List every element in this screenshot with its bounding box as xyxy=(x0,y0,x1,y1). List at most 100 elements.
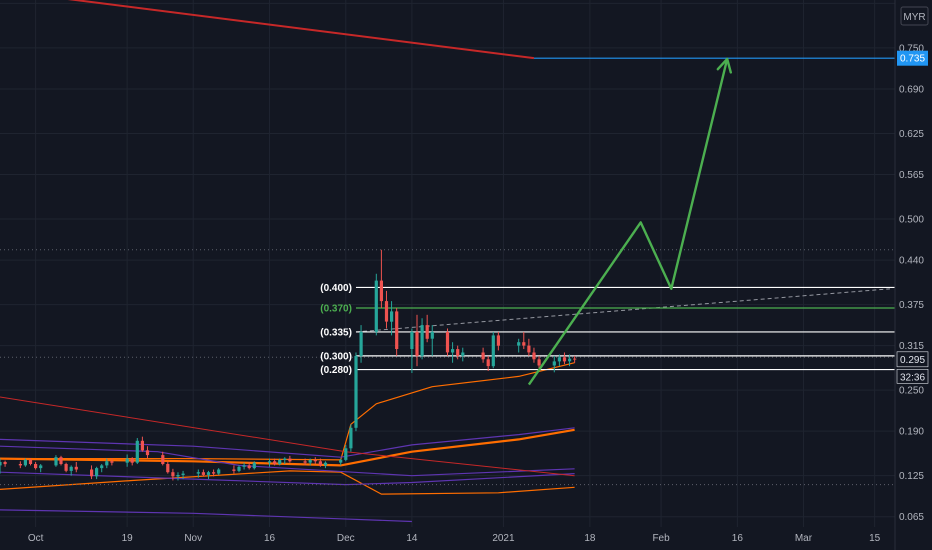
candle-body xyxy=(481,352,485,360)
time-tick-label: 16 xyxy=(264,533,276,544)
candle xyxy=(135,438,139,465)
candle xyxy=(379,249,383,308)
candle-body xyxy=(537,359,541,366)
candle-body xyxy=(171,472,175,477)
level-label: (0.300) xyxy=(320,351,352,362)
price-tick-label: 0.440 xyxy=(899,256,924,267)
candle xyxy=(456,345,460,360)
candle xyxy=(323,461,328,469)
candlesticks[interactable] xyxy=(0,249,577,481)
bar-countdown-label: 32:36 xyxy=(900,372,925,383)
candle-body xyxy=(359,331,363,356)
candle-body xyxy=(445,331,450,353)
candle-body xyxy=(420,325,424,356)
candle xyxy=(100,464,104,473)
price-tick-label: 0.190 xyxy=(899,427,924,438)
candle xyxy=(496,331,500,351)
candle xyxy=(125,454,129,467)
time-tick-label: 18 xyxy=(584,533,596,544)
candle xyxy=(196,469,200,478)
candle xyxy=(181,470,185,480)
candle-body xyxy=(318,461,322,466)
candle xyxy=(491,331,495,369)
forecast-arrow-head xyxy=(716,57,732,74)
candle-body xyxy=(568,358,572,362)
candle xyxy=(212,469,216,477)
candle xyxy=(166,461,170,474)
candle xyxy=(395,307,399,356)
price-tick-label: 0.500 xyxy=(899,215,924,226)
candle xyxy=(23,458,27,467)
candle xyxy=(90,465,94,480)
last-price-tag: 0.295 32:36 xyxy=(896,351,929,384)
candle xyxy=(110,458,114,466)
candle-body xyxy=(161,455,165,464)
forecast-arrow xyxy=(527,57,732,386)
candle xyxy=(420,318,424,360)
candle xyxy=(247,461,251,470)
red-trendline xyxy=(67,0,535,60)
candle-body xyxy=(573,358,577,360)
candle xyxy=(252,461,256,470)
time-axis[interactable]: Oct 19 Nov 16 Dec 14 2021 18 Feb 16 Mar 15 xyxy=(28,533,881,544)
candle-body xyxy=(74,466,78,470)
candle xyxy=(557,354,561,367)
candle-body xyxy=(95,468,99,477)
candle xyxy=(568,354,572,367)
chart-grid xyxy=(0,0,895,527)
currency-label: MYR xyxy=(903,12,925,23)
candle xyxy=(537,355,541,369)
indicator-line xyxy=(0,471,575,486)
candle-body xyxy=(288,458,292,462)
indicator-line xyxy=(0,427,575,458)
indicator-line xyxy=(0,445,575,477)
time-tick-label: 15 xyxy=(869,533,881,544)
level-label: (0.400) xyxy=(320,283,352,294)
candle xyxy=(64,462,68,473)
candle-body xyxy=(562,357,567,362)
candle xyxy=(527,338,531,356)
price-axis[interactable]: 0.065 0.125 0.190 0.250 0.315 0.375 0.440 0.500… xyxy=(894,0,932,550)
last-price-label: 0.295 xyxy=(900,355,925,366)
time-tick-label: 19 xyxy=(122,533,134,544)
candle xyxy=(171,468,175,481)
candle-body xyxy=(379,280,383,302)
candle-body xyxy=(354,355,358,428)
candle-body xyxy=(323,462,328,466)
candle xyxy=(39,464,43,473)
candle xyxy=(288,455,292,463)
candle-body xyxy=(451,349,455,353)
candle-body xyxy=(34,464,38,469)
candle-body xyxy=(140,440,144,451)
candle-body xyxy=(384,301,389,322)
candle xyxy=(176,472,180,481)
candle-body xyxy=(59,457,63,464)
candle-body xyxy=(461,352,465,356)
candle-body xyxy=(217,469,221,474)
candle-body xyxy=(28,459,33,464)
time-tick-label: Oct xyxy=(28,533,44,544)
candle-body xyxy=(425,325,429,339)
candle-body xyxy=(552,361,556,366)
candle-body xyxy=(212,472,216,474)
candle xyxy=(374,273,378,336)
candle-body xyxy=(430,331,434,339)
candle xyxy=(140,436,144,452)
candle-body xyxy=(349,427,353,449)
candle-body xyxy=(410,331,414,349)
time-tick-label: Dec xyxy=(337,533,355,544)
candle xyxy=(384,290,389,329)
candle xyxy=(267,458,272,467)
candle xyxy=(95,466,99,480)
candle-body xyxy=(145,450,150,456)
currency-badge[interactable]: MYR xyxy=(900,6,929,26)
price-tick-label: 0.690 xyxy=(899,84,924,95)
price-axis-background xyxy=(895,0,932,550)
candle xyxy=(3,460,7,467)
candle xyxy=(354,352,358,432)
target-price-tag: 0.735 xyxy=(897,50,928,66)
time-tick-label: 2021 xyxy=(492,533,515,544)
indicator-line xyxy=(0,428,575,467)
price-tick-label: 0.125 xyxy=(899,471,924,482)
